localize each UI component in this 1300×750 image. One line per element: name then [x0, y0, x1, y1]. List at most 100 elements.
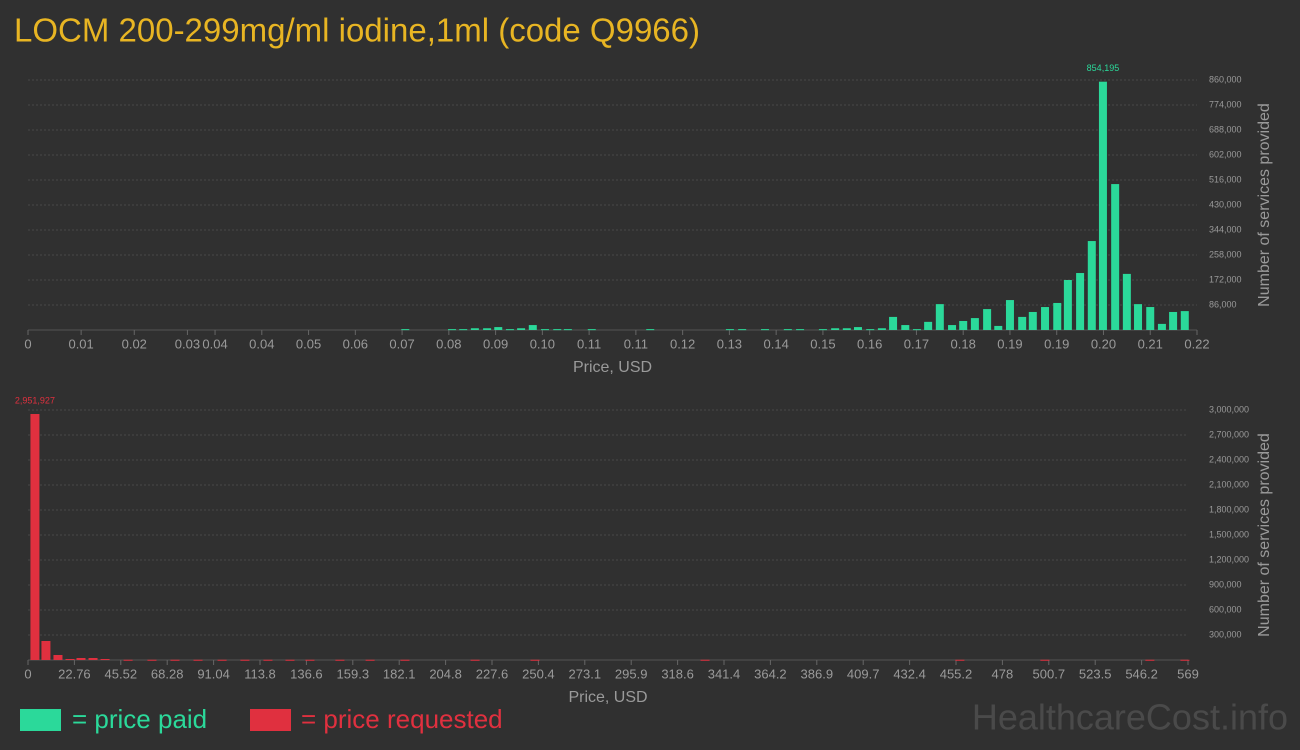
x-tick-label: 227.6	[476, 666, 509, 681]
bar	[738, 329, 747, 331]
bar	[983, 309, 992, 330]
bar	[1028, 311, 1037, 330]
bar	[147, 659, 157, 661]
y-tick-label: 258,000	[1209, 249, 1242, 259]
bar	[335, 659, 345, 661]
x-tick-label: 0.02	[122, 336, 147, 351]
y-tick-label: 602,000	[1209, 149, 1242, 159]
bar	[470, 659, 480, 661]
x-tick-label: 341.4	[708, 666, 741, 681]
bar	[88, 658, 98, 660]
bar	[970, 318, 979, 330]
bar	[994, 325, 1003, 330]
x-tick-label: 0.04	[202, 336, 227, 351]
x-tick-label: 0.06	[343, 336, 368, 351]
bar	[1169, 311, 1178, 330]
x-tick-label: 159.3	[337, 666, 370, 681]
x-tick-label: 0.11	[577, 336, 601, 351]
bar	[1076, 273, 1085, 330]
y-tick-label: 430,000	[1209, 199, 1242, 209]
bar	[1041, 307, 1050, 330]
bar	[1018, 316, 1027, 330]
bar	[948, 325, 957, 330]
x-tick-label: 0.12	[670, 336, 695, 351]
bar	[889, 316, 898, 330]
bar	[494, 327, 503, 330]
bar	[866, 329, 875, 331]
value-label: 2,951,927	[15, 395, 55, 405]
bar	[901, 325, 910, 330]
bar	[528, 325, 537, 330]
watermark: HealthcareCost.info	[972, 697, 1288, 738]
bar	[935, 304, 944, 330]
x-tick-label: 0.21	[1138, 336, 1163, 351]
y-axis-title: Number of services provided	[1256, 433, 1273, 637]
x-tick-label: 136.6	[290, 666, 323, 681]
bar	[217, 659, 227, 661]
x-tick-label: 0	[24, 666, 31, 681]
bar	[400, 659, 410, 661]
y-tick-label: 2,700,000	[1209, 429, 1249, 439]
x-tick-label: 386.9	[801, 666, 834, 681]
bar	[305, 659, 315, 661]
legend-label: = price requested	[301, 704, 503, 734]
x-tick-label: 0	[24, 336, 31, 351]
bar	[30, 414, 40, 660]
bar	[831, 328, 840, 330]
chart-title: LOCM 200-299mg/ml iodine,1ml (code Q9966…	[14, 12, 700, 49]
y-tick-label: 688,000	[1209, 124, 1242, 134]
bar	[646, 329, 655, 331]
x-tick-label: 455.2	[940, 666, 973, 681]
bar	[700, 659, 710, 661]
y-tick-label: 3,000,000	[1209, 404, 1249, 414]
x-tick-label: 68.28	[151, 666, 184, 681]
bar	[1145, 659, 1155, 661]
bar	[193, 659, 203, 661]
x-tick-label: 364.2	[754, 666, 787, 681]
bar	[796, 329, 805, 331]
bar	[285, 659, 295, 661]
x-tick-label: 0.18	[951, 336, 976, 351]
bar	[725, 329, 734, 331]
x-tick-label: 0.14	[764, 336, 789, 351]
bar	[459, 329, 468, 331]
bar	[1063, 280, 1072, 330]
y-tick-label: 900,000	[1209, 579, 1242, 589]
y-tick-label: 600,000	[1209, 604, 1242, 614]
legend-label: = price paid	[72, 704, 207, 734]
x-tick-label: 273.1	[569, 666, 602, 681]
bar	[587, 329, 596, 331]
x-tick-label: 250.4	[522, 666, 555, 681]
x-tick-label: 0.10	[530, 336, 555, 351]
bar	[877, 328, 886, 330]
bar	[123, 659, 133, 661]
y-tick-label: 344,000	[1209, 224, 1242, 234]
x-tick-label: 113.8	[244, 666, 276, 681]
bar	[553, 329, 562, 331]
x-axis-title: Price, USD	[568, 689, 647, 706]
bar	[41, 641, 51, 660]
x-tick-label: 0.11	[624, 336, 648, 351]
bar	[853, 327, 862, 330]
x-tick-label: 182.1	[383, 666, 416, 681]
x-tick-label: 0.22	[1184, 336, 1209, 351]
bar	[483, 328, 492, 330]
bar	[100, 659, 110, 660]
y-tick-label: 172,000	[1209, 274, 1242, 284]
bar	[1040, 659, 1050, 661]
x-tick-label: 0.07	[389, 336, 414, 351]
bar	[955, 659, 965, 661]
bar	[1134, 304, 1143, 330]
bar	[65, 659, 75, 660]
x-tick-label: 0.04	[249, 336, 274, 351]
bar	[783, 329, 792, 331]
x-tick-label: 546.2	[1125, 666, 1158, 681]
x-tick-label: 0.20	[1091, 336, 1116, 351]
value-label: 854,195	[1087, 63, 1120, 73]
bar	[842, 328, 851, 330]
bar	[924, 321, 933, 330]
bar	[365, 659, 375, 661]
x-tick-label: 0.15	[810, 336, 835, 351]
bar	[818, 329, 827, 331]
y-axis-title: Number of services provided	[1256, 103, 1273, 307]
